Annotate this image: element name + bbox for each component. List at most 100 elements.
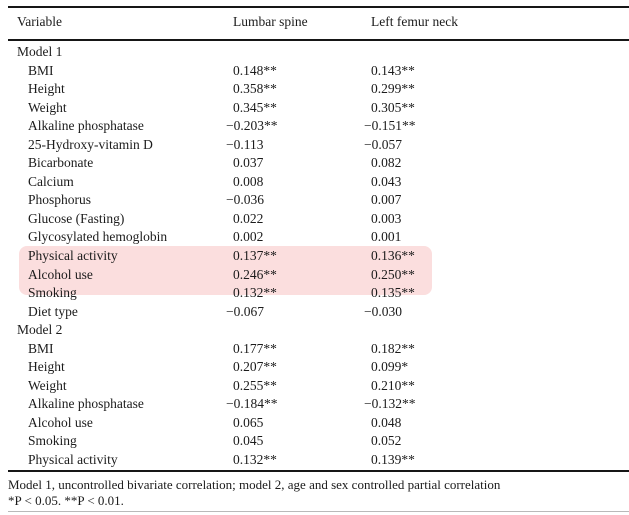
variable-cell: Alcohol use [28, 266, 93, 282]
variable-cell: Glucose (Fasting) [28, 210, 125, 226]
left-femur-neck-cell: 0.048 [371, 414, 402, 430]
table-row: Glycosylated hemoglobin 0.002 0.001 [0, 228, 629, 247]
variable-cell: Model 2 [17, 322, 63, 338]
table-row: 25-Hydroxy-vitamin D −0.113 −0.057 [0, 136, 629, 155]
left-femur-neck-cell: −0.132** [364, 396, 416, 412]
lumbar-spine-cell: 0.037 [233, 155, 264, 171]
variable-cell: Diet type [28, 303, 78, 319]
variable-cell: BMI [28, 62, 54, 78]
variable-cell: Weight [28, 99, 67, 115]
variable-cell: Smoking [28, 285, 77, 301]
table-row: BMI 0.148** 0.143** [0, 62, 629, 81]
table-row: Physical activity 0.132** 0.139** [0, 451, 629, 470]
section-row: Model 1 [0, 43, 629, 62]
left-femur-neck-cell: 0.139** [371, 452, 415, 468]
lumbar-spine-cell: 0.045 [233, 433, 264, 449]
lumbar-spine-cell: 0.132** [233, 452, 277, 468]
left-femur-neck-cell: 0.136** [371, 248, 415, 264]
table-row: Phosphorus −0.036 0.007 [0, 191, 629, 210]
left-femur-neck-cell: 0.182** [371, 340, 415, 356]
table-row: Height 0.207** 0.099* [0, 358, 629, 377]
table-row: Diet type −0.067 −0.030 [0, 303, 629, 322]
lumbar-spine-cell: 0.255** [233, 377, 277, 393]
table-row: Bicarbonate 0.037 0.082 [0, 154, 629, 173]
table-row: Alkaline phosphatase −0.184** −0.132** [0, 395, 629, 414]
column-header-variable: Variable [17, 14, 62, 29]
lumbar-spine-cell: −0.184** [226, 396, 278, 412]
variable-cell: Alcohol use [28, 414, 93, 430]
table-row: Weight 0.345** 0.305** [0, 99, 629, 118]
left-femur-neck-cell: 0.052 [371, 433, 402, 449]
table-header-row: Variable Lumbar spine Left femur neck [0, 13, 629, 33]
variable-cell: Alkaline phosphatase [28, 396, 144, 412]
left-femur-neck-cell: 0.007 [371, 192, 402, 208]
lumbar-spine-cell: −0.067 [226, 303, 264, 319]
variable-cell: Phosphorus [28, 192, 92, 208]
variable-cell: Physical activity [28, 248, 118, 264]
highlight-annotation [19, 246, 432, 295]
table-row: Calcium 0.008 0.043 [0, 173, 629, 192]
left-femur-neck-cell: 0.143** [371, 62, 415, 78]
table-header-rule [8, 39, 629, 41]
lumbar-spine-cell: 0.246** [233, 266, 277, 282]
lumbar-spine-cell: 0.008 [233, 173, 264, 189]
table-row: Alcohol use 0.246** 0.250** [0, 266, 629, 285]
variable-cell: Height [28, 359, 65, 375]
footnote-models: Model 1, uncontrolled bivariate correlat… [8, 477, 501, 492]
lumbar-spine-cell: 0.358** [233, 81, 277, 97]
page-bottom-rule [8, 511, 629, 512]
column-header-left-femur-neck: Left femur neck [371, 14, 458, 29]
table-top-rule [8, 6, 629, 8]
left-femur-neck-cell: 0.299** [371, 81, 415, 97]
lumbar-spine-cell: 0.065 [233, 414, 264, 430]
variable-cell: 25-Hydroxy-vitamin D [28, 136, 153, 152]
left-femur-neck-cell: 0.210** [371, 377, 415, 393]
table-row: Alkaline phosphatase −0.203** −0.151** [0, 117, 629, 136]
lumbar-spine-cell: 0.345** [233, 99, 277, 115]
left-femur-neck-cell: 0.305** [371, 99, 415, 115]
lumbar-spine-cell: 0.137** [233, 248, 277, 264]
table-bottom-rule [8, 470, 629, 472]
column-header-lumbar-spine: Lumbar spine [233, 14, 308, 29]
table-row: Alcohol use 0.065 0.048 [0, 414, 629, 433]
variable-cell: BMI [28, 340, 54, 356]
lumbar-spine-cell: 0.132** [233, 285, 277, 301]
table-row: Weight 0.255** 0.210** [0, 377, 629, 396]
variable-cell: Weight [28, 377, 67, 393]
table-row: Smoking 0.045 0.052 [0, 432, 629, 451]
lumbar-spine-cell: −0.203** [226, 118, 278, 134]
variable-cell: Height [28, 81, 65, 97]
variable-cell: Physical activity [28, 452, 118, 468]
left-femur-neck-cell: 0.099* [371, 359, 409, 375]
left-femur-neck-cell: 0.250** [371, 266, 415, 282]
lumbar-spine-cell: 0.022 [233, 210, 264, 226]
lumbar-spine-cell: 0.177** [233, 340, 277, 356]
variable-cell: Model 1 [17, 44, 63, 59]
table-row: BMI 0.177** 0.182** [0, 340, 629, 359]
left-femur-neck-cell: 0.043 [371, 173, 402, 189]
left-femur-neck-cell: 0.001 [371, 229, 402, 245]
lumbar-spine-cell: 0.148** [233, 62, 277, 78]
lumbar-spine-cell: −0.113 [226, 136, 264, 152]
variable-cell: Calcium [28, 173, 74, 189]
left-femur-neck-cell: −0.151** [364, 118, 416, 134]
variable-cell: Alkaline phosphatase [28, 118, 144, 134]
table-row: Smoking 0.132** 0.135** [0, 284, 629, 303]
left-femur-neck-cell: 0.003 [371, 210, 402, 226]
left-femur-neck-cell: −0.030 [364, 303, 402, 319]
variable-cell: Bicarbonate [28, 155, 94, 171]
table-row: Height 0.358** 0.299** [0, 80, 629, 99]
variable-cell: Smoking [28, 433, 77, 449]
table-row: Glucose (Fasting) 0.022 0.003 [0, 210, 629, 229]
variable-cell: Glycosylated hemoglobin [28, 229, 168, 245]
left-femur-neck-cell: 0.082 [371, 155, 402, 171]
lumbar-spine-cell: −0.036 [226, 192, 264, 208]
left-femur-neck-cell: 0.135** [371, 285, 415, 301]
left-femur-neck-cell: −0.057 [364, 136, 402, 152]
footnote-significance: *P < 0.05. **P < 0.01. [8, 493, 124, 508]
table-row: Physical activity 0.137** 0.136** [0, 247, 629, 266]
lumbar-spine-cell: 0.002 [233, 229, 264, 245]
section-row: Model 2 [0, 321, 629, 340]
table-body: Model 1 BMI 0.148** 0.143** Height 0.358** 0.2… [0, 43, 629, 471]
